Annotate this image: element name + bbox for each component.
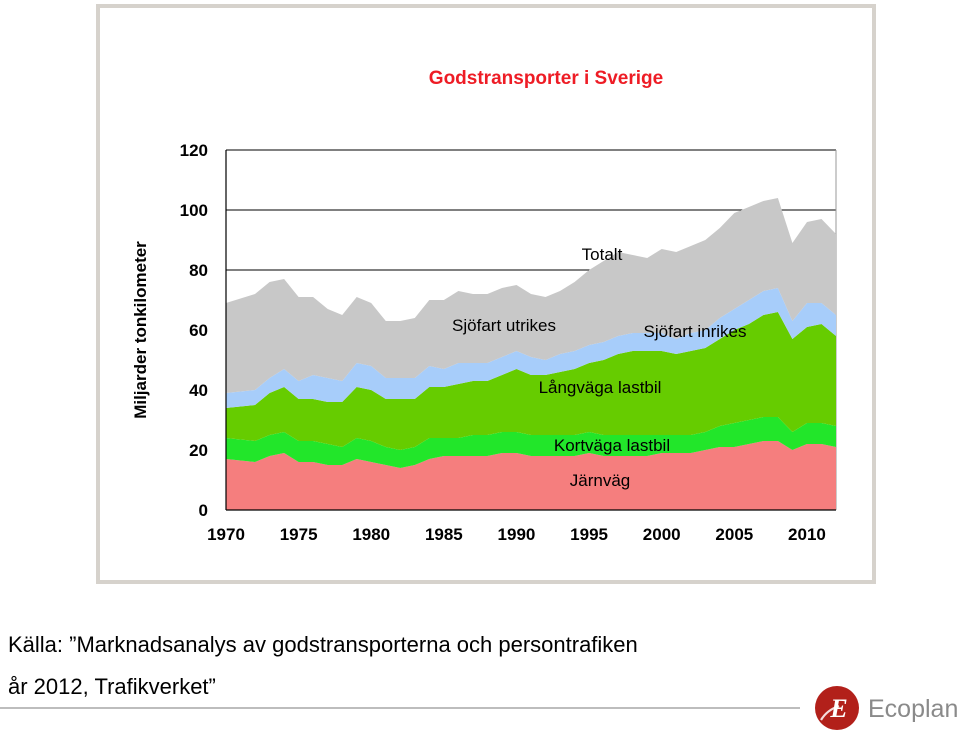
stacked-areas (226, 198, 836, 510)
x-tick-label: 2000 (643, 525, 681, 544)
x-tick-label: 2005 (715, 525, 753, 544)
x-tick-label: 1985 (425, 525, 463, 544)
x-tick-label: 1970 (207, 525, 245, 544)
x-tick-label: 2010 (788, 525, 826, 544)
source-line-2: år 2012, Trafikverket” (8, 674, 216, 699)
label-sjofart-utrikes: Sjöfart utrikes (452, 316, 556, 335)
chart: 0 20 40 60 80 100 120 1970 1975 1980 1985 1990 1995 2… (131, 68, 837, 544)
y-tick-label: 120 (180, 141, 208, 160)
y-tick-label: 40 (189, 381, 208, 400)
label-langvaga-lastbil: Långväga lastbil (539, 378, 662, 397)
logo-letter: E (829, 694, 847, 723)
y-tick-label: 100 (180, 201, 208, 220)
area-series-1 (226, 417, 836, 468)
label-sjofart-inrikes: Sjöfart inrikes (644, 322, 747, 341)
y-axis-label: Miljarder tonkilometer (131, 241, 150, 419)
ecoplan-logo: E Ecoplan (813, 684, 958, 732)
area-series-0 (226, 441, 836, 510)
source-line-1: Källa: ”Marknadsanalys av godstransporte… (8, 632, 638, 657)
chart-frame: 0 20 40 60 80 100 120 1970 1975 1980 1985 1990 1995 2… (96, 4, 876, 584)
area-series-4 (226, 198, 836, 393)
chart-title: Godstransporter i Sverige (429, 68, 663, 89)
logo-name: Ecoplan (868, 695, 958, 723)
x-tick-label: 1980 (352, 525, 390, 544)
y-tick-label: 20 (189, 441, 208, 460)
area-series-2 (226, 312, 836, 450)
y-tick-label: 60 (189, 321, 208, 340)
y-tick-label: 80 (189, 261, 208, 280)
label-totalt: Totalt (582, 245, 623, 264)
axes (225, 150, 836, 511)
label-kortvaga-lastbil: Kortväga lastbil (554, 436, 670, 455)
logo-swoosh-icon (820, 704, 840, 721)
label-jarnvag: Järnväg (570, 471, 630, 490)
footer-divider (0, 707, 800, 709)
x-tick-label: 1995 (570, 525, 608, 544)
x-tick-label: 1990 (498, 525, 536, 544)
x-tick-label: 1975 (280, 525, 318, 544)
tick-labels: 0 20 40 60 80 100 120 1970 1975 1980 1985 1990 1995 2… (180, 141, 826, 544)
logo-circle-icon (815, 686, 859, 730)
area-labels: Totalt Sjöfart utrikes Sjöfart inrikes L… (452, 245, 746, 490)
y-tick-label: 0 (199, 501, 208, 520)
area-series-3 (226, 288, 836, 408)
